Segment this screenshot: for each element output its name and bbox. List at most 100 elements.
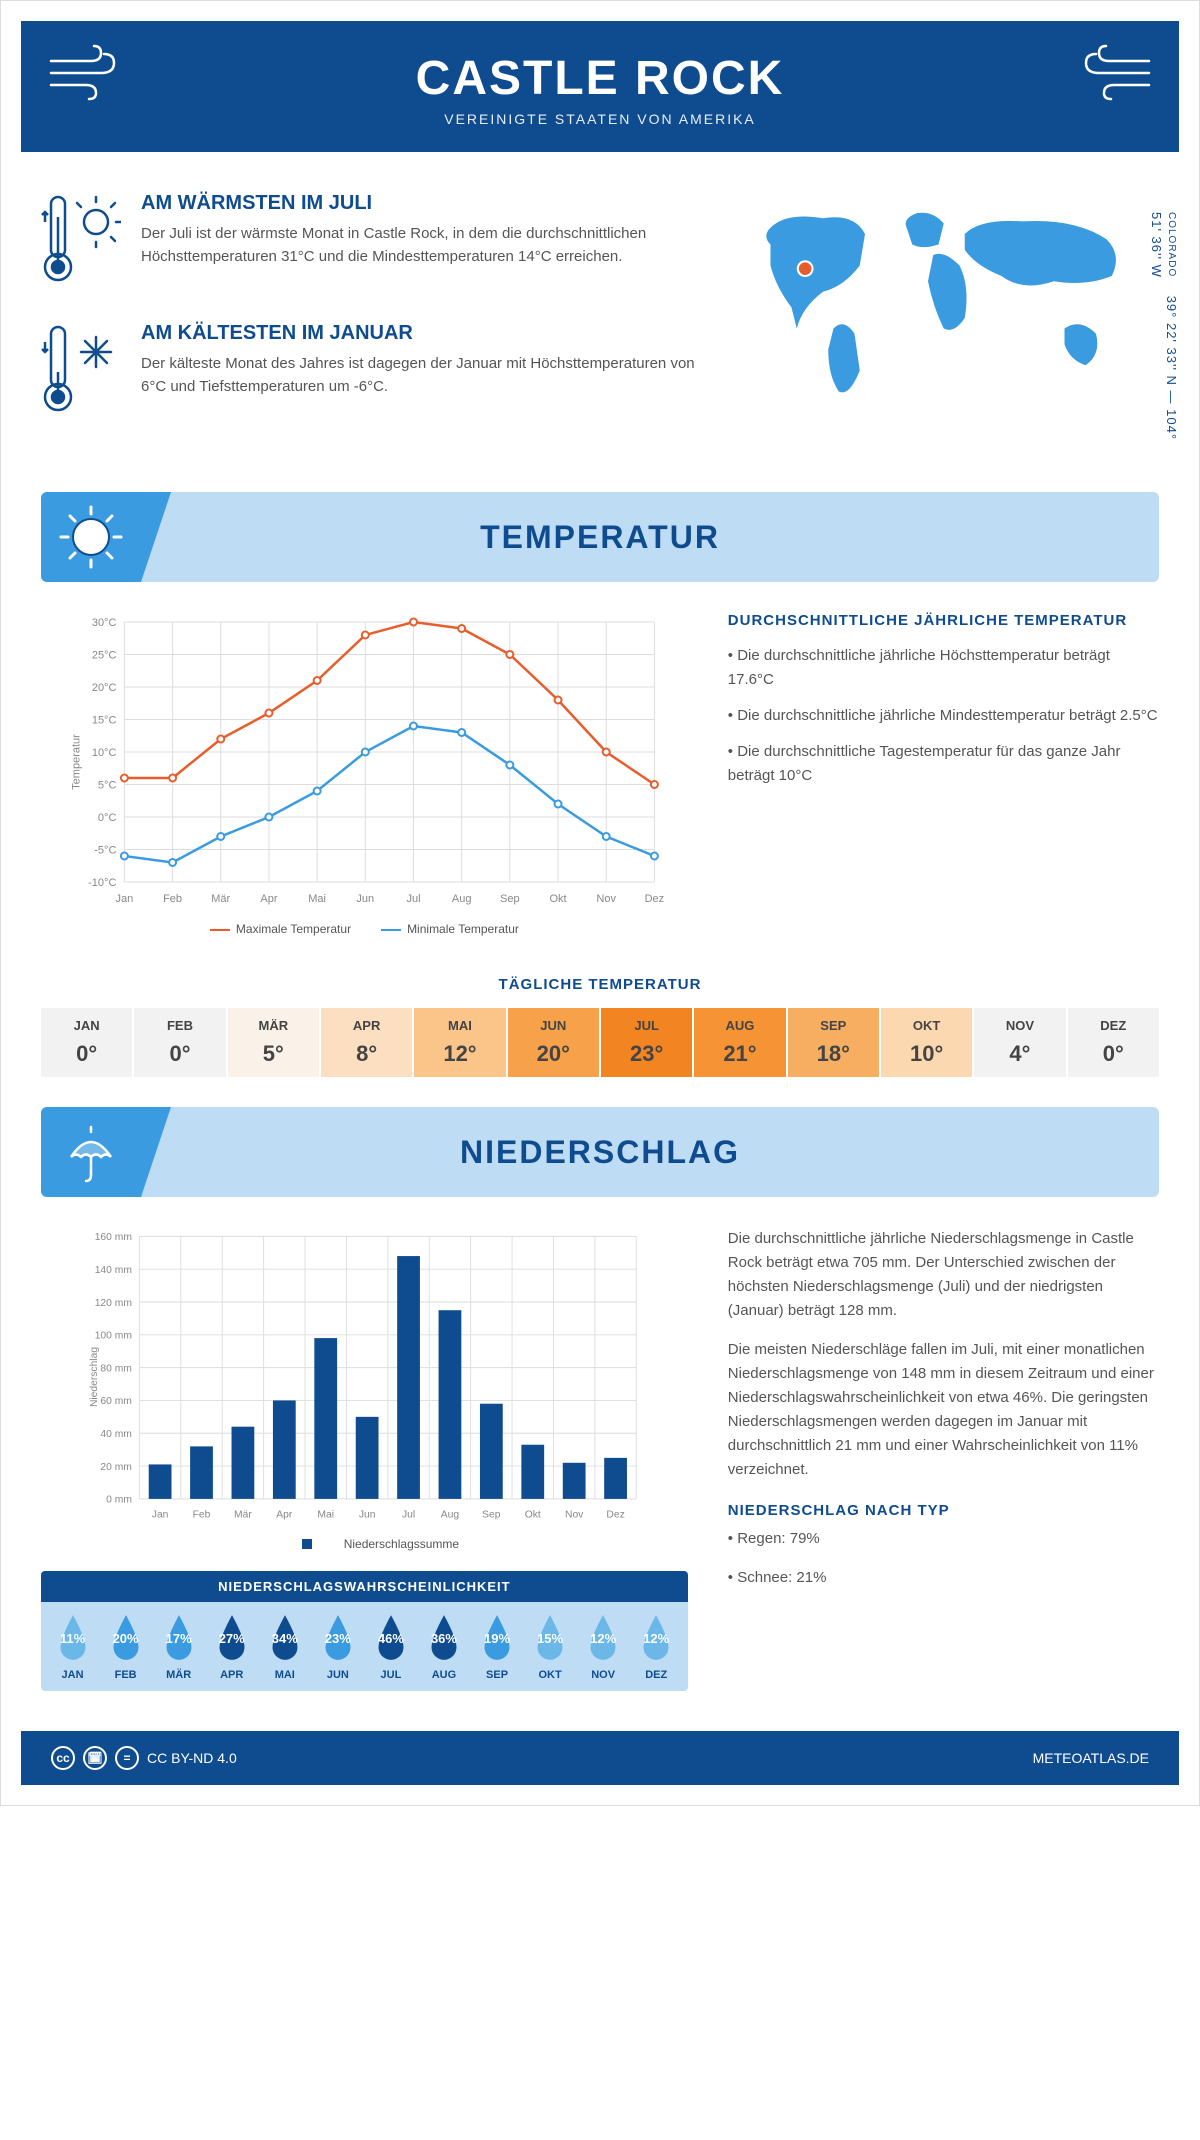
temperature-line-chart: -10°C-5°C0°C5°C10°C15°C20°C25°C30°CJanFe…: [41, 612, 688, 936]
country-subtitle: VEREINIGTE STAATEN VON AMERIKA: [41, 111, 1159, 127]
daily-temp-cell: OKT10°: [881, 1008, 974, 1077]
header: CASTLE ROCK VEREINIGTE STAATEN VON AMERI…: [21, 21, 1179, 152]
license: cc 🗓 = CC BY-ND 4.0: [51, 1746, 237, 1770]
temp-info-title: DURCHSCHNITTLICHE JÄHRLICHE TEMPERATUR: [728, 612, 1159, 629]
precip-rain: • Regen: 79%: [728, 1527, 1159, 1551]
nd-icon: =: [115, 1746, 139, 1770]
temp-section-title: TEMPERATUR: [480, 519, 720, 556]
prob-cell: 12%NOV: [577, 1612, 630, 1681]
daily-temp-title: TÄGLICHE TEMPERATUR: [1, 976, 1199, 993]
daily-temp-cell: FEB0°: [134, 1008, 227, 1077]
daily-temp-cell: DEZ0°: [1068, 1008, 1159, 1077]
prob-cell: 11%JAN: [46, 1612, 99, 1681]
temp-bullet: • Die durchschnittliche jährliche Mindes…: [728, 704, 1159, 728]
svg-text:10°C: 10°C: [92, 747, 117, 759]
svg-text:Nov: Nov: [565, 1510, 584, 1521]
precipitation-bar-chart: 0 mm20 mm40 mm60 mm80 mm100 mm120 mm140 …: [41, 1227, 688, 1691]
svg-text:Apr: Apr: [276, 1510, 293, 1521]
svg-text:20 mm: 20 mm: [100, 1462, 131, 1473]
daily-temp-cell: JUN20°: [508, 1008, 601, 1077]
precip-type-title: NIEDERSCHLAG NACH TYP: [728, 1502, 1159, 1519]
precipitation-probability: NIEDERSCHLAGSWAHRSCHEINLICHKEIT 11%JAN20…: [41, 1571, 688, 1691]
coldest-fact: AM KÄLTESTEN IM JANUAR Der kälteste Mona…: [41, 322, 709, 427]
prob-cell: 12%DEZ: [630, 1612, 683, 1681]
prob-cell: 15%OKT: [524, 1612, 577, 1681]
svg-text:140 mm: 140 mm: [95, 1265, 132, 1276]
svg-text:Mai: Mai: [317, 1510, 334, 1521]
prob-title: NIEDERSCHLAGSWAHRSCHEINLICHKEIT: [41, 1571, 688, 1602]
daily-temp-cell: MAI12°: [414, 1008, 507, 1077]
svg-text:25°C: 25°C: [92, 650, 117, 662]
svg-text:-10°C: -10°C: [88, 877, 116, 889]
daily-temp-cell: AUG21°: [694, 1008, 787, 1077]
prob-cell: 46%JUL: [364, 1612, 417, 1681]
svg-text:Feb: Feb: [193, 1510, 211, 1521]
svg-text:40 mm: 40 mm: [100, 1429, 131, 1440]
svg-text:Jun: Jun: [356, 893, 374, 905]
svg-text:-5°C: -5°C: [94, 845, 116, 857]
svg-text:15°C: 15°C: [92, 715, 117, 727]
svg-text:Jul: Jul: [406, 893, 420, 905]
coldest-text: Der kälteste Monat des Jahres ist dagege…: [141, 353, 709, 398]
cc-icon: cc: [51, 1746, 75, 1770]
svg-text:Dez: Dez: [606, 1510, 624, 1521]
precip-section-title: NIEDERSCHLAG: [460, 1134, 740, 1171]
svg-text:Mär: Mär: [234, 1510, 252, 1521]
daily-temp-cell: MÄR5°: [228, 1008, 321, 1077]
svg-text:60 mm: 60 mm: [100, 1396, 131, 1407]
temp-legend: Maximale Temperatur Minimale Temperatur: [41, 922, 688, 936]
infographic-page: CASTLE ROCK VEREINIGTE STAATEN VON AMERI…: [0, 0, 1200, 1806]
precip-info: Die durchschnittliche jährliche Niedersc…: [728, 1227, 1159, 1691]
city-title: CASTLE ROCK: [41, 51, 1159, 106]
thermometer-sun-icon: [41, 192, 121, 297]
wind-icon-right: [1074, 41, 1154, 106]
svg-text:100 mm: 100 mm: [95, 1331, 132, 1342]
precip-snow: • Schnee: 21%: [728, 1566, 1159, 1590]
svg-text:160 mm: 160 mm: [95, 1232, 132, 1243]
svg-text:Okt: Okt: [549, 893, 566, 905]
warmest-fact: AM WÄRMSTEN IM JULI Der Juli ist der wär…: [41, 192, 709, 297]
svg-text:20°C: 20°C: [92, 682, 117, 694]
precipitation-banner: NIEDERSCHLAG: [41, 1107, 1159, 1197]
warmest-text: Der Juli ist der wärmste Monat in Castle…: [141, 223, 709, 268]
svg-text:Mai: Mai: [308, 893, 326, 905]
svg-text:Nov: Nov: [596, 893, 616, 905]
svg-text:Dez: Dez: [645, 893, 665, 905]
daily-temp-table: JAN0°FEB0°MÄR5°APR8°MAI12°JUN20°JUL23°AU…: [41, 1008, 1159, 1077]
svg-text:30°C: 30°C: [92, 617, 117, 629]
daily-temp-cell: JUL23°: [601, 1008, 694, 1077]
svg-text:80 mm: 80 mm: [100, 1363, 131, 1374]
svg-text:Niederschlag: Niederschlag: [89, 1347, 100, 1407]
prob-cell: 34%MAI: [258, 1612, 311, 1681]
svg-text:Okt: Okt: [525, 1510, 541, 1521]
temperature-banner: TEMPERATUR: [41, 492, 1159, 582]
sun-icon: [41, 492, 141, 582]
site-name: METEOATLAS.DE: [1033, 1750, 1149, 1766]
precip-para2: Die meisten Niederschläge fallen im Juli…: [728, 1338, 1159, 1482]
precip-legend: Niederschlagssumme: [41, 1537, 688, 1551]
daily-temp-cell: SEP18°: [788, 1008, 881, 1077]
world-map: COLORADO 39° 22' 33'' N — 104° 51' 36'' …: [739, 192, 1159, 452]
svg-text:Feb: Feb: [163, 893, 182, 905]
prob-cell: 36%AUG: [417, 1612, 470, 1681]
svg-text:Jan: Jan: [116, 893, 134, 905]
prob-cell: 23%JUN: [311, 1612, 364, 1681]
footer: cc 🗓 = CC BY-ND 4.0 METEOATLAS.DE: [21, 1731, 1179, 1785]
svg-text:Apr: Apr: [260, 893, 277, 905]
umbrella-icon: [41, 1107, 141, 1197]
prob-cell: 27%APR: [205, 1612, 258, 1681]
wind-icon-left: [46, 41, 126, 106]
prob-cell: 20%FEB: [99, 1612, 152, 1681]
temp-info: DURCHSCHNITTLICHE JÄHRLICHE TEMPERATUR •…: [728, 612, 1159, 936]
temp-bullet: • Die durchschnittliche jährliche Höchst…: [728, 644, 1159, 692]
svg-text:Aug: Aug: [441, 1510, 460, 1521]
thermometer-snow-icon: [41, 322, 121, 427]
coordinates: COLORADO 39° 22' 33'' N — 104° 51' 36'' …: [1149, 212, 1179, 452]
daily-temp-cell: NOV4°: [974, 1008, 1067, 1077]
svg-text:0°C: 0°C: [98, 812, 117, 824]
svg-text:Sep: Sep: [482, 1510, 501, 1521]
svg-text:Mär: Mär: [211, 893, 230, 905]
daily-temp-cell: APR8°: [321, 1008, 414, 1077]
coldest-title: AM KÄLTESTEN IM JANUAR: [141, 322, 709, 345]
svg-text:Temperatur: Temperatur: [70, 734, 82, 790]
